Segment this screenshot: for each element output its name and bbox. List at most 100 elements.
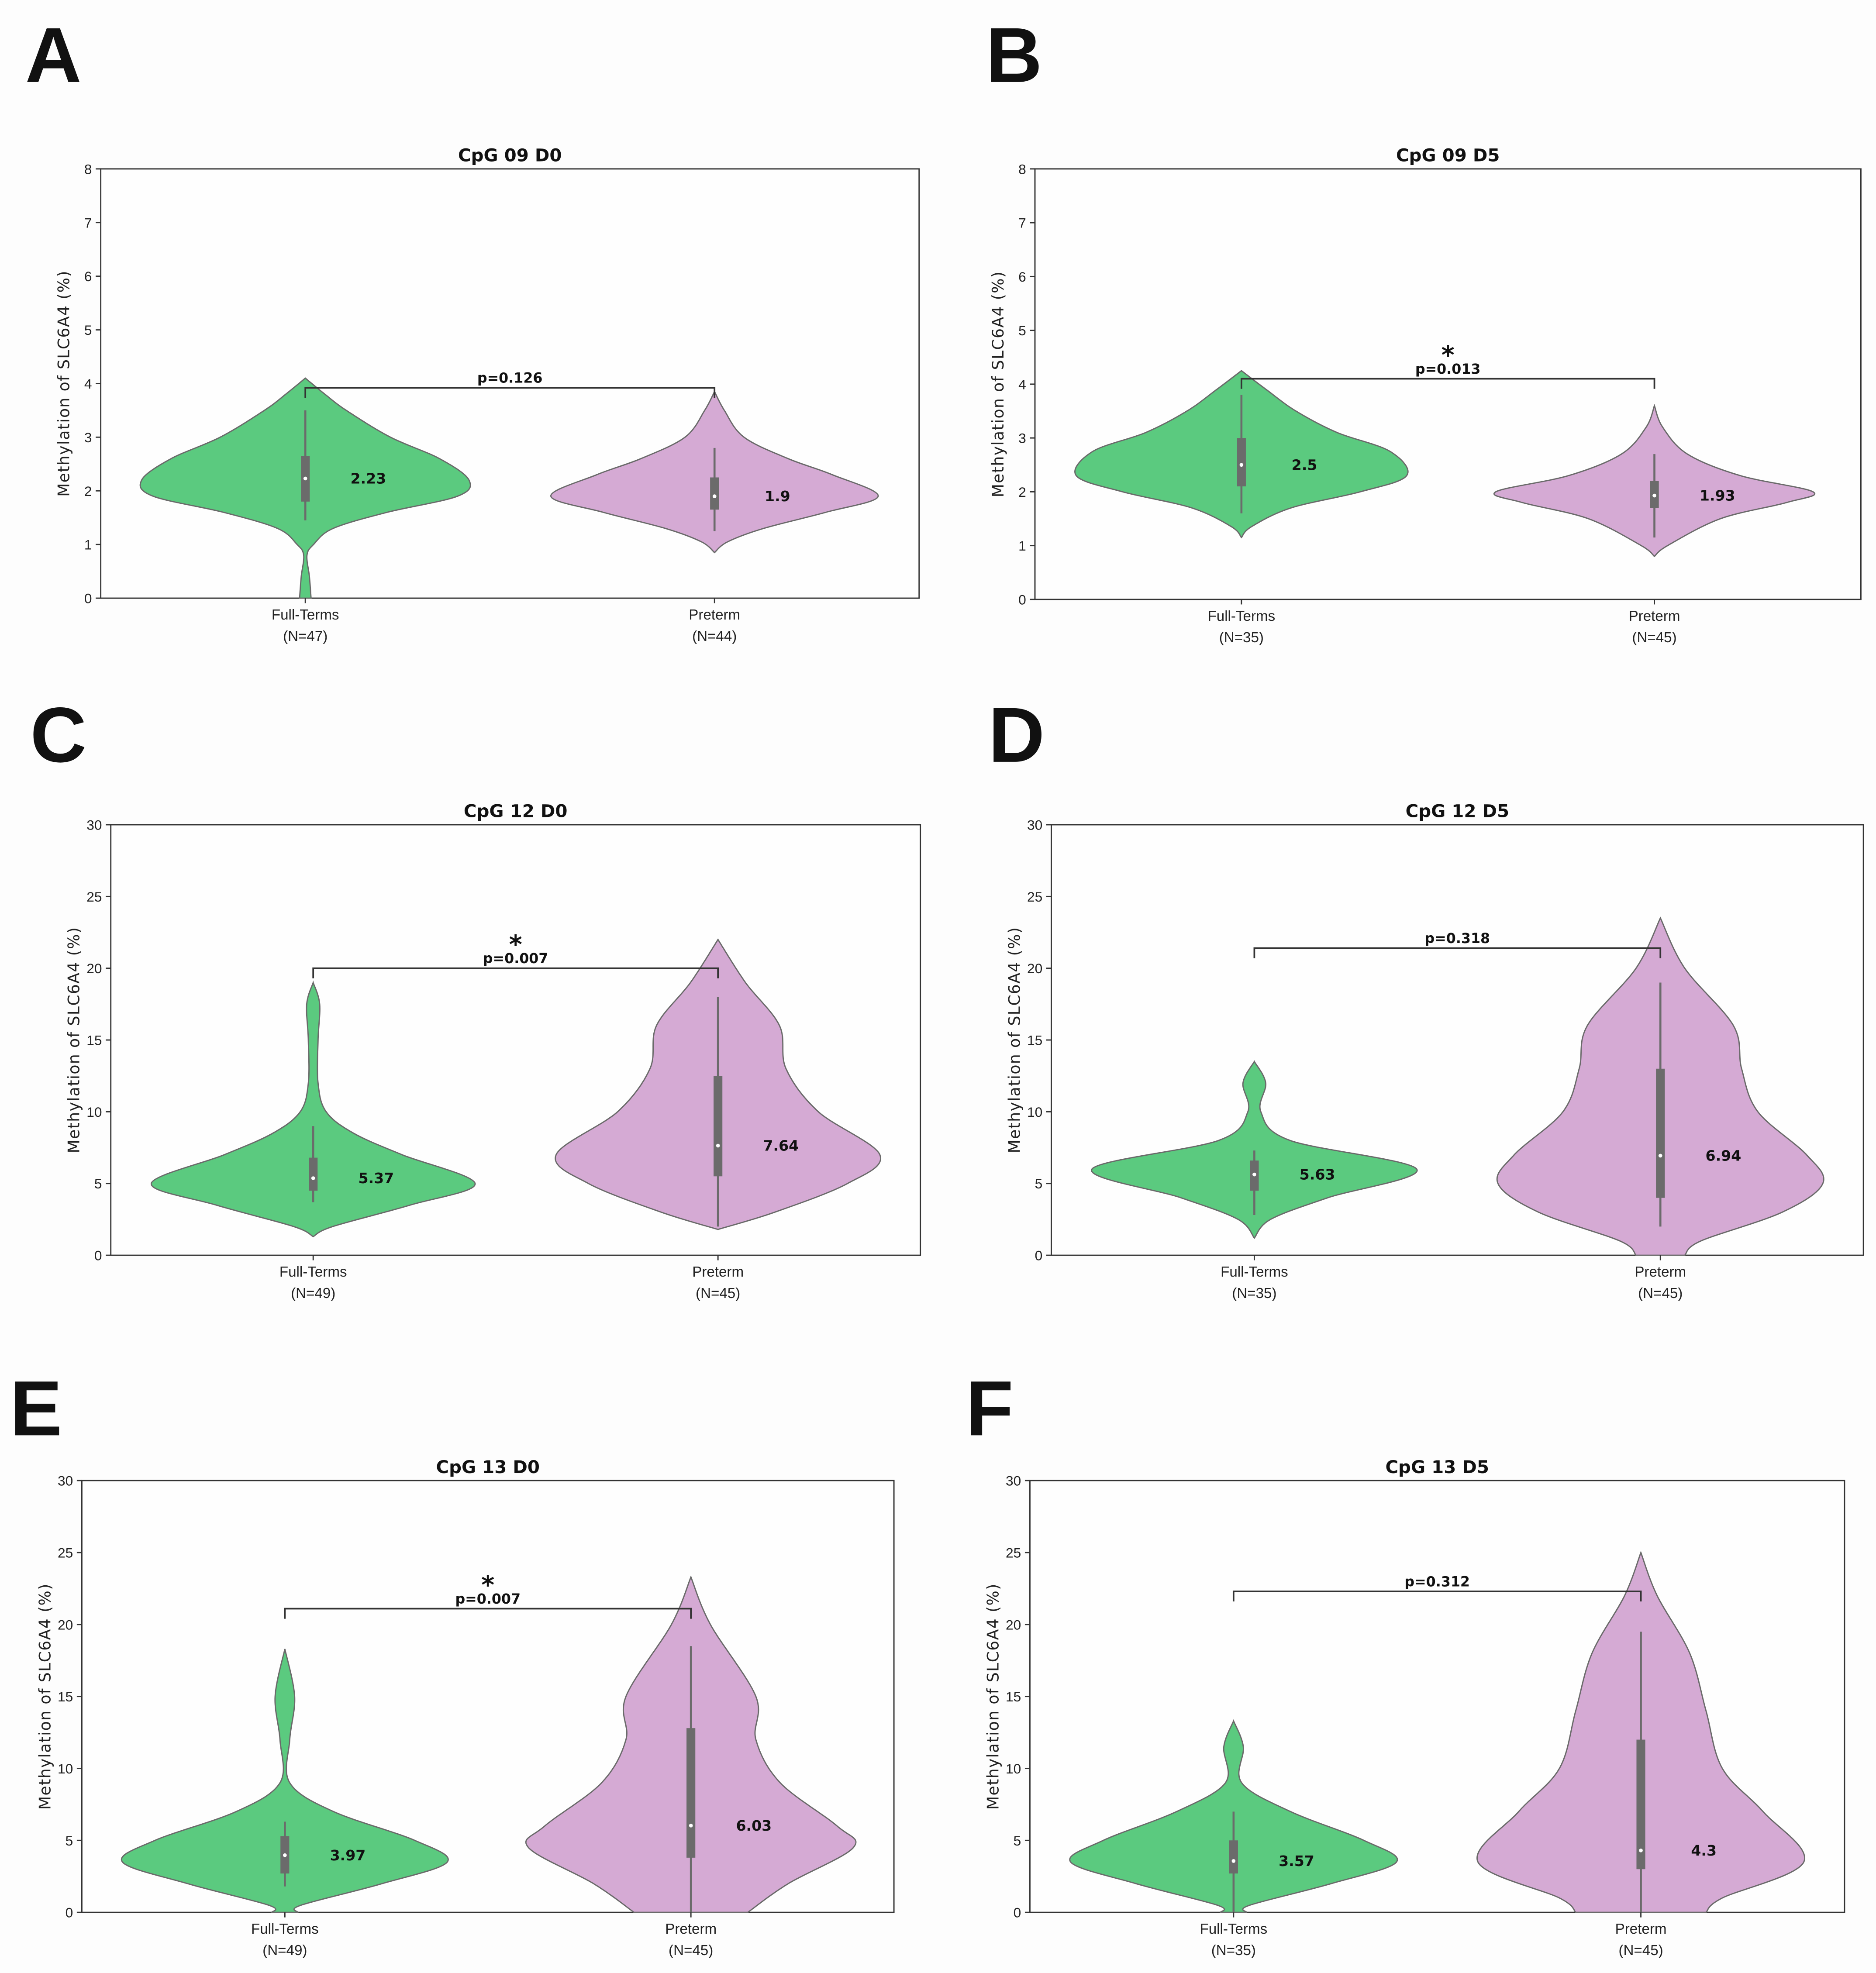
- y-tick-label: 0: [1014, 1905, 1021, 1921]
- y-tick-label: 20: [86, 961, 102, 976]
- significance-bracket: [304, 387, 716, 398]
- y-tick-label: 5: [1035, 1176, 1043, 1191]
- significance-bracket: [1232, 1591, 1642, 1602]
- chart-title: CpG 13 D0: [436, 1457, 540, 1477]
- x-tick-n-label: (N=49): [291, 1285, 335, 1302]
- y-tick-label: 30: [1027, 817, 1042, 833]
- panel-letter: E: [10, 1364, 62, 1452]
- y-axis-label: Methylation of SLC6A4 (%): [1006, 927, 1024, 1153]
- median-label: 5.37: [358, 1170, 394, 1187]
- y-tick-label: 8: [84, 161, 92, 177]
- significance-bracket: [1240, 378, 1655, 389]
- x-tick-n-label: (N=47): [283, 628, 328, 644]
- iqr-box: [1636, 1739, 1645, 1870]
- x-tick-label: Full-Terms: [279, 1264, 347, 1280]
- x-tick-label: Full-Terms: [1208, 608, 1276, 624]
- median-marker: [283, 1853, 287, 1857]
- panel-letter: A: [25, 11, 82, 99]
- chart-title: CpG 09 D0: [458, 145, 562, 166]
- x-tick-n-label: (N=35): [1219, 630, 1264, 646]
- significance-bracket: [1253, 947, 1662, 958]
- y-tick-label: 5: [94, 1176, 102, 1191]
- median-marker: [1239, 463, 1244, 467]
- x-tick-label: Preterm: [1615, 1921, 1667, 1937]
- median-marker: [689, 1824, 693, 1828]
- median-marker: [1652, 493, 1656, 498]
- panel-letter: D: [988, 691, 1045, 778]
- y-tick-label: 30: [58, 1473, 73, 1489]
- median-label: 5.63: [1300, 1166, 1335, 1183]
- y-tick-label: 30: [1006, 1473, 1021, 1489]
- x-tick-n-label: (N=35): [1232, 1285, 1276, 1302]
- chart-title: CpG 13 D5: [1385, 1457, 1489, 1477]
- panel-e: E CpG 13 D0 0 5 10 15 20 25 30 Methylation of SLC…: [10, 1364, 895, 1959]
- p-value-label: p=0.318: [1425, 931, 1490, 947]
- chart-title: CpG 12 D5: [1406, 801, 1510, 822]
- median-marker: [1231, 1859, 1236, 1863]
- x-tick-label: Full-Terms: [1200, 1921, 1268, 1937]
- x-tick-label: Full-Terms: [251, 1921, 319, 1937]
- p-value-label: p=0.312: [1404, 1574, 1470, 1590]
- y-tick-label: 0: [66, 1905, 73, 1921]
- median-label: 3.97: [330, 1847, 366, 1864]
- y-tick-label: 1: [84, 537, 92, 553]
- y-tick-label: 0: [1018, 592, 1026, 607]
- y-tick-label: 6: [84, 269, 92, 284]
- x-tick-n-label: (N=35): [1211, 1942, 1256, 1959]
- y-tick-label: 0: [84, 591, 92, 606]
- y-tick-label: 1: [1018, 538, 1026, 554]
- x-tick-label: Full-Terms: [272, 607, 339, 623]
- y-tick-label: 5: [1018, 323, 1026, 338]
- panel-c: C CpG 12 D0 0 5 10 15 20 25 30 Methylation of SLC…: [30, 691, 921, 1302]
- iqr-box: [309, 1157, 318, 1191]
- y-tick-label: 20: [1027, 961, 1042, 976]
- iqr-box: [710, 477, 719, 510]
- y-tick-label: 5: [66, 1833, 73, 1849]
- chart-title: CpG 09 D5: [1396, 145, 1500, 166]
- y-tick-label: 15: [1027, 1033, 1042, 1048]
- y-tick-label: 10: [1006, 1761, 1021, 1777]
- y-tick-label: 6: [1018, 269, 1026, 285]
- y-axis-label: Methylation of SLC6A4 (%): [990, 271, 1007, 498]
- iqr-box: [1229, 1840, 1238, 1874]
- y-tick-label: 7: [84, 215, 92, 231]
- y-tick-label: 5: [84, 322, 92, 338]
- y-tick-label: 10: [86, 1104, 102, 1120]
- x-tick-n-label: (N=45): [1638, 1285, 1683, 1302]
- y-tick-label: 3: [1018, 430, 1026, 446]
- y-axis-label: Methylation of SLC6A4 (%): [55, 270, 73, 497]
- y-tick-label: 15: [1006, 1689, 1021, 1704]
- x-tick-n-label: (N=45): [1618, 1942, 1663, 1959]
- y-tick-label: 5: [1014, 1833, 1021, 1849]
- y-tick-label: 15: [86, 1033, 102, 1048]
- median-label: 7.64: [763, 1137, 799, 1154]
- y-tick-label: 3: [84, 430, 92, 445]
- y-tick-label: 10: [1027, 1104, 1042, 1120]
- median-label: 3.57: [1279, 1852, 1314, 1870]
- median-label: 1.9: [765, 488, 790, 505]
- p-value-label: p=0.007: [455, 1591, 521, 1607]
- significance-star: *: [481, 1570, 494, 1600]
- panel-b: B CpG 09 D5 0 1 2 3 4 5 6 7 8 Methylation of SLC6A4…: [986, 11, 1862, 646]
- x-tick-n-label: (N=45): [696, 1285, 740, 1302]
- y-tick-label: 8: [1018, 161, 1026, 177]
- y-axis-label: Methylation of SLC6A4 (%): [36, 1583, 54, 1810]
- y-tick-label: 15: [58, 1689, 73, 1704]
- x-tick-n-label: (N=45): [669, 1942, 713, 1959]
- significance-star: *: [509, 930, 522, 959]
- p-value-label: p=0.013: [1415, 362, 1481, 377]
- y-tick-label: 0: [94, 1248, 102, 1264]
- x-tick-n-label: (N=49): [262, 1942, 307, 1959]
- panel-letter: B: [986, 11, 1042, 99]
- y-axis-label: Methylation of SLC6A4 (%): [66, 927, 83, 1153]
- x-tick-n-label: (N=44): [692, 628, 737, 644]
- violin-full-terms: [1091, 1060, 1418, 1239]
- median-label: 1.93: [1700, 487, 1735, 504]
- median-marker: [303, 476, 307, 481]
- chart-title: CpG 12 D0: [464, 801, 568, 822]
- median-marker: [1658, 1153, 1662, 1158]
- median-label: 6.03: [736, 1817, 772, 1834]
- x-tick-label: Preterm: [692, 1264, 744, 1280]
- y-tick-label: 0: [1035, 1248, 1043, 1264]
